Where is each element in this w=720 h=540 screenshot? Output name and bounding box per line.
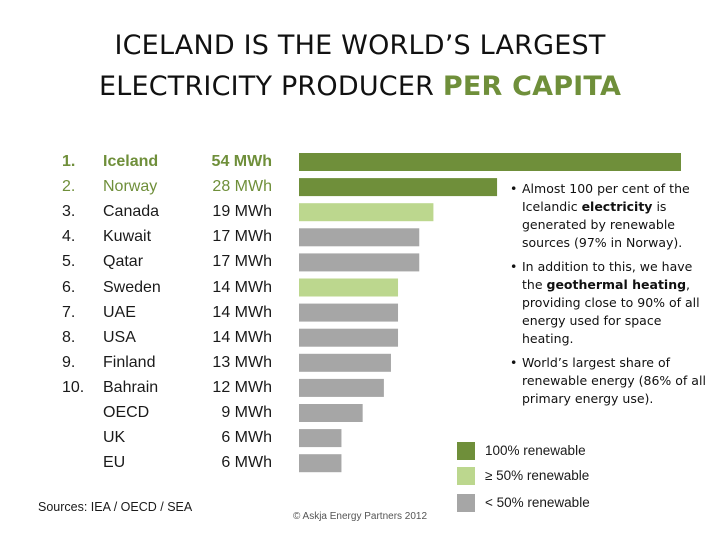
value-label: 12 MWh (212, 378, 272, 396)
note-geothermal: In addition to this, we have the geother… (508, 258, 713, 348)
note-1-text-end: is generated by renewable sources (97% i… (522, 199, 683, 250)
rank-label: 4. (62, 228, 76, 246)
rank-label: 8. (62, 328, 76, 346)
chart-title-accent: PER CAPITA (442, 71, 622, 102)
value-label: 6 MWh (221, 429, 272, 447)
bar-uae (299, 303, 399, 322)
note-2-text: In addition to this, we have the (522, 259, 693, 292)
note-renewable-share: World’s largest share of renewable energ… (508, 354, 713, 408)
note-2-bold: geothermal heating (546, 277, 687, 292)
value-label: 9 MWh (221, 404, 272, 421)
value-label: 17 MWh (212, 228, 272, 246)
rank-label: 6. (62, 278, 76, 296)
bar-usa (299, 328, 399, 347)
legend-swatch (457, 442, 475, 460)
country-label: UK (103, 429, 126, 447)
bar-oecd (299, 404, 363, 422)
chart-title-line-1: ICELAND IS THE WORLD’S LARGEST (114, 30, 606, 61)
bar-norway (299, 178, 498, 197)
country-label: USA (103, 328, 136, 346)
bar-kuwait (299, 228, 420, 247)
note-2-text-end: , providing close to 90% of all energy u… (522, 277, 700, 346)
country-label: UAE (103, 303, 136, 321)
value-label: 54 MWh (211, 153, 272, 170)
rank-label: 2. (62, 178, 76, 196)
value-label: 28 MWh (212, 178, 272, 196)
legend-swatch (457, 494, 475, 512)
value-label: 19 MWh (212, 203, 272, 221)
chart-title-prefix: ELECTRICITY PRODUCER (98, 71, 443, 102)
bar-iceland (299, 153, 681, 171)
copyright-note: © Askja Energy Partners 2012 (292, 511, 428, 522)
chart-title-line-2: ELECTRICITY PRODUCER PER CAPITA (0, 68, 720, 106)
rank-label: 1. (62, 153, 76, 170)
bar-bahrain (299, 378, 384, 397)
value-label: 14 MWh (212, 278, 272, 296)
bar-qatar (299, 253, 420, 272)
country-label: Qatar (103, 253, 144, 271)
note-1-text: Almost 100 per cent of the Icelandic (522, 181, 690, 214)
country-label: EU (103, 454, 126, 472)
bar-finland (299, 353, 391, 372)
value-label: 17 MWh (212, 253, 272, 271)
country-label: Kuwait (103, 228, 152, 246)
legend-swatch (457, 467, 475, 485)
notes-panel: Almost 100 per cent of the Icelandic ele… (508, 180, 713, 414)
country-label: Iceland (103, 153, 159, 170)
legend-label: ≥ 50% renewable (485, 468, 590, 483)
country-label: Finland (103, 353, 156, 371)
rank-label: 5. (62, 253, 76, 271)
country-label: Canada (103, 203, 160, 221)
country-label: Bahrain (103, 378, 159, 396)
sources-note: Sources: IEA / OECD / SEA (38, 500, 193, 514)
value-label: 14 MWh (212, 328, 272, 346)
bar-uk (299, 429, 342, 448)
legend-label: < 50% renewable (485, 495, 590, 510)
note-electricity: Almost 100 per cent of the Icelandic ele… (508, 180, 713, 252)
country-label: Norway (103, 178, 158, 196)
note-1-bold: electricity (581, 199, 653, 214)
rank-label: 7. (62, 303, 76, 321)
country-label: Sweden (103, 278, 161, 296)
legend-label: 100% renewable (485, 443, 586, 458)
bar-eu (299, 454, 342, 473)
value-label: 14 MWh (212, 303, 272, 321)
rank-label: 10. (62, 378, 85, 396)
bar-sweden (299, 278, 399, 297)
value-label: 13 MWh (212, 353, 272, 371)
country-label: OECD (103, 404, 150, 421)
rank-label: 9. (62, 353, 76, 371)
rank-label: 3. (62, 203, 76, 221)
bar-canada (299, 203, 434, 222)
value-label: 6 MWh (221, 454, 272, 472)
